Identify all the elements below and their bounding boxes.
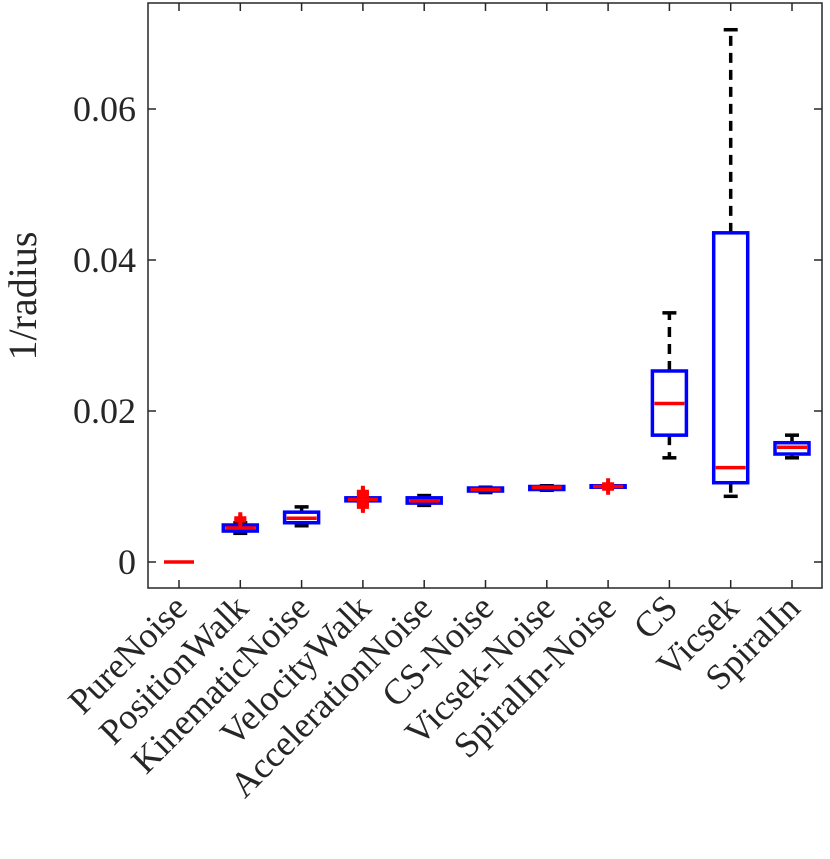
outlier-marker <box>234 512 247 525</box>
box-iqr <box>773 440 811 456</box>
y-axis: 0 0.02 0.04 0.06 <box>73 89 822 582</box>
y-axis-label: 1/radius <box>0 232 45 361</box>
box-group <box>344 485 382 513</box>
y-tick-label: 0.02 <box>73 391 136 431</box>
box-group <box>466 485 505 495</box>
box-iqr <box>650 369 689 437</box>
y-tick-label: 0.06 <box>73 89 136 129</box>
box-group <box>589 478 627 495</box>
outlier-marker <box>356 485 369 498</box>
box-group <box>405 493 443 508</box>
box-group <box>773 433 811 460</box>
box-iqr <box>405 496 443 505</box>
box-group <box>711 27 750 499</box>
plot-frame <box>147 2 823 589</box>
y-tick-label: 0.04 <box>73 240 136 280</box>
box-group <box>650 311 689 460</box>
plot-marks <box>164 27 811 564</box>
box-group <box>221 512 260 536</box>
box-iqr <box>711 231 750 485</box>
y-tick-label: 0 <box>118 542 136 582</box>
x-axis: PureNoisePositionWalkKinematicNoiseVeloc… <box>60 3 808 805</box>
box-iqr <box>282 510 321 525</box>
box-group <box>282 505 321 528</box>
box-group <box>528 483 566 493</box>
outlier-marker <box>602 478 615 491</box>
